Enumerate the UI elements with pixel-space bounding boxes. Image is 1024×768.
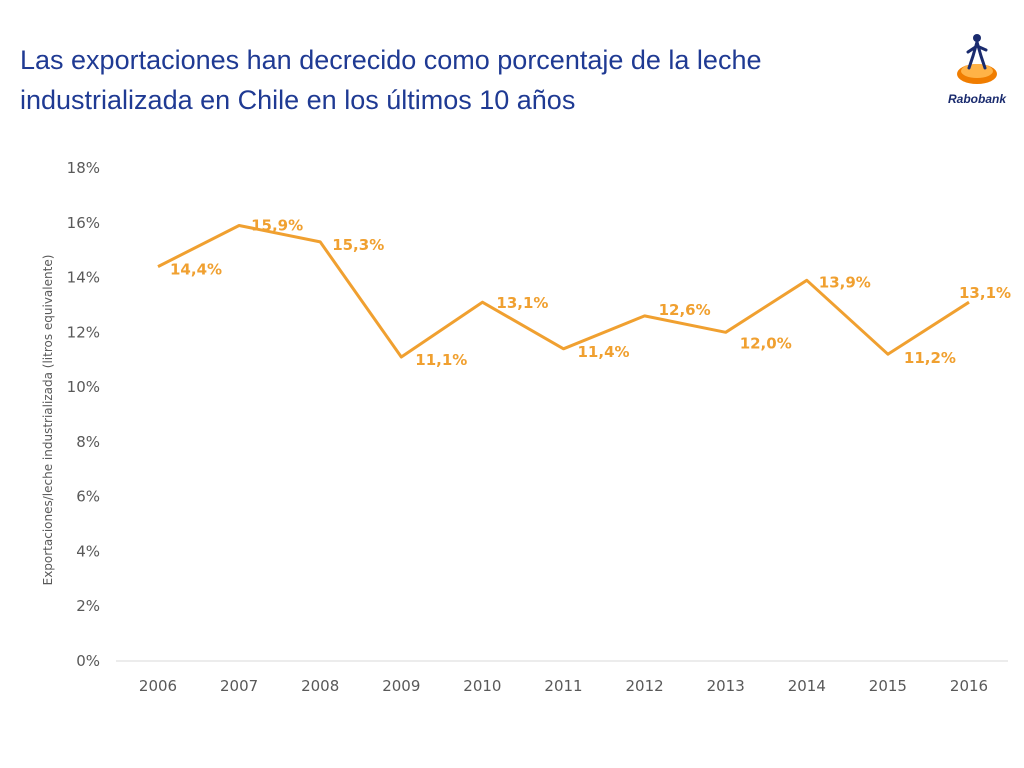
x-tick-label: 2006 xyxy=(139,677,177,695)
logo-text: Rabobank xyxy=(947,92,1006,106)
data-label: 13,1% xyxy=(959,284,1011,302)
data-label: 12,0% xyxy=(740,334,792,352)
slide-title: Las exportaciones han decrecido como por… xyxy=(20,45,762,115)
x-tick-label: 2015 xyxy=(869,677,907,695)
y-tick-label: 8% xyxy=(76,433,100,451)
x-tick-label: 2007 xyxy=(220,677,258,695)
data-label: 11,4% xyxy=(578,343,630,361)
data-label: 11,1% xyxy=(415,351,467,369)
y-tick-label: 6% xyxy=(76,488,100,506)
x-tick-label: 2014 xyxy=(788,677,826,695)
y-tick-label: 16% xyxy=(67,214,100,232)
y-axis-ticks: 0% 2% 4% 6% 8% 10% 12% 14% 16% 18% xyxy=(67,159,100,670)
x-tick-label: 2010 xyxy=(463,677,501,695)
x-tick-label: 2012 xyxy=(626,677,664,695)
y-tick-label: 14% xyxy=(67,269,100,287)
data-labels: 14,4% 15,9% 15,3% 11,1% 13,1% 11,4% 12,6% 12,0%… xyxy=(170,217,1011,369)
x-tick-label: 2011 xyxy=(544,677,582,695)
x-axis-ticks: 2006 2007 2008 2009 2010 2011 2012 2013 2014 2015… xyxy=(139,677,988,695)
x-tick-label: 2009 xyxy=(382,677,420,695)
rabobank-logo: Rabobank xyxy=(942,30,1012,110)
data-label: 15,9% xyxy=(251,217,303,235)
y-tick-label: 0% xyxy=(76,652,100,670)
rabobank-logo-icon xyxy=(957,34,997,84)
data-label: 14,4% xyxy=(170,261,222,279)
x-tick-label: 2008 xyxy=(301,677,339,695)
data-label: 15,3% xyxy=(332,236,384,254)
y-tick-label: 10% xyxy=(67,378,100,396)
y-tick-label: 4% xyxy=(76,542,100,560)
y-axis-label: Exportaciones/leche industrializada (lit… xyxy=(41,255,55,586)
y-tick-label: 2% xyxy=(76,597,100,615)
y-tick-label: 12% xyxy=(67,323,100,341)
x-tick-label: 2013 xyxy=(707,677,745,695)
y-tick-label: 18% xyxy=(67,159,100,177)
data-label: 13,1% xyxy=(496,294,548,312)
data-label: 12,6% xyxy=(659,301,711,319)
series-line xyxy=(157,224,970,359)
x-tick-label: 2016 xyxy=(950,677,988,695)
data-label: 13,9% xyxy=(819,273,871,291)
data-label: 11,2% xyxy=(904,349,956,367)
